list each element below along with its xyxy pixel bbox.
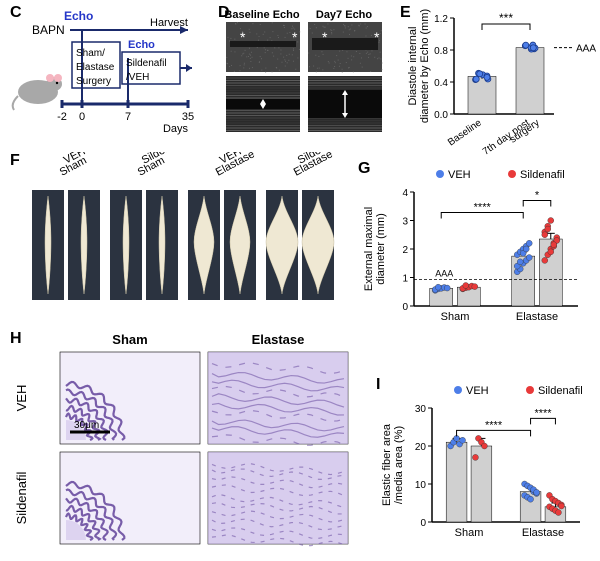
svg-text:****: **** bbox=[474, 202, 492, 214]
svg-text:Baseline Echo: Baseline Echo bbox=[224, 9, 299, 21]
panel-e-svg: 0.0 0.4 0.8 1.2 Diastole internaldiameter by… bbox=[400, 4, 596, 164]
svg-text:0.0: 0.0 bbox=[434, 110, 448, 121]
panel-g-label: G bbox=[358, 160, 370, 178]
svg-text:Elastase: Elastase bbox=[76, 62, 115, 73]
svg-text:Echo: Echo bbox=[128, 39, 155, 51]
svg-text:BAPN: BAPN bbox=[32, 23, 65, 37]
svg-text:VEH: VEH bbox=[448, 169, 471, 181]
svg-text:****: **** bbox=[534, 407, 552, 419]
svg-text:***: *** bbox=[499, 11, 513, 25]
panel-e-label: E bbox=[400, 4, 411, 22]
svg-text:Harvest: Harvest bbox=[150, 17, 188, 29]
panel-d: D Baseline EchoDay7 Echo**** bbox=[218, 4, 388, 144]
svg-text:/VEH: /VEH bbox=[126, 72, 149, 83]
svg-text:Elastase: Elastase bbox=[516, 311, 558, 323]
svg-text:30μm: 30μm bbox=[74, 420, 99, 431]
svg-text:Sham: Sham bbox=[455, 527, 484, 539]
svg-text:*: * bbox=[292, 29, 298, 45]
panel-c-svg: EchoBAPNHarvest-20735DaysSham/ElastaseSu… bbox=[10, 4, 200, 144]
svg-text:7: 7 bbox=[125, 111, 131, 123]
svg-text:Sildenafil: Sildenafil bbox=[14, 472, 29, 525]
svg-text:Surgery: Surgery bbox=[76, 76, 111, 87]
svg-text:0.8: 0.8 bbox=[434, 46, 448, 57]
svg-text:VEH: VEH bbox=[14, 385, 29, 412]
svg-text:10: 10 bbox=[415, 480, 427, 491]
svg-text:Days: Days bbox=[163, 123, 189, 135]
svg-text:20: 20 bbox=[415, 442, 427, 453]
panel-i-label: I bbox=[376, 376, 380, 394]
svg-text:0: 0 bbox=[79, 111, 85, 123]
panel-i: I 0 10 20 30 Elastic fiber area/media area (… bbox=[376, 376, 598, 556]
svg-text:30: 30 bbox=[415, 404, 427, 415]
svg-text:AAA: AAA bbox=[435, 268, 453, 278]
svg-text:AAA: AAA bbox=[576, 44, 596, 55]
svg-text:*: * bbox=[374, 29, 380, 45]
svg-text:Day7 Echo: Day7 Echo bbox=[316, 9, 373, 21]
svg-text:diameter (mm): diameter (mm) bbox=[375, 213, 387, 285]
panel-g: G 0 1 2 3 4 External maximaldiameter (mm) VEH S… bbox=[358, 160, 596, 340]
svg-text:-2: -2 bbox=[57, 111, 67, 123]
panel-i-svg: 0 10 20 30 Elastic fiber area/media area (%)… bbox=[376, 376, 598, 556]
panel-f-svg: ShamVEHShamSildenafilElastaseVEHElastase… bbox=[10, 152, 350, 312]
svg-text:Sham: Sham bbox=[112, 332, 147, 347]
svg-text:Sildenafil: Sildenafil bbox=[538, 385, 583, 397]
svg-text:Diastole internal: Diastole internal bbox=[407, 27, 419, 106]
svg-text:Sham: Sham bbox=[441, 311, 470, 323]
svg-text:*: * bbox=[535, 190, 540, 202]
svg-text:Elastase: Elastase bbox=[252, 332, 305, 347]
svg-text:1: 1 bbox=[402, 274, 408, 285]
svg-text:Sham/: Sham/ bbox=[76, 48, 105, 59]
svg-text:*: * bbox=[322, 29, 328, 45]
panel-d-svg: Baseline EchoDay7 Echo**** bbox=[218, 4, 388, 144]
panel-d-label: D bbox=[218, 4, 230, 22]
svg-text:0: 0 bbox=[420, 518, 426, 529]
panel-c: C EchoBAPNHarvest-20735DaysSham/Elastase… bbox=[10, 4, 200, 144]
svg-text:Elastic fiber area: Elastic fiber area bbox=[381, 423, 393, 506]
panel-h-label: H bbox=[10, 330, 22, 348]
svg-text:Elastase: Elastase bbox=[522, 527, 564, 539]
svg-text:35: 35 bbox=[182, 111, 194, 123]
svg-text:2: 2 bbox=[402, 245, 408, 256]
svg-text:0.4: 0.4 bbox=[434, 78, 448, 89]
panel-c-label: C bbox=[10, 4, 22, 22]
svg-text:VEH: VEH bbox=[466, 385, 489, 397]
panel-f-label: F bbox=[10, 152, 20, 170]
svg-text:1.2: 1.2 bbox=[434, 14, 448, 25]
svg-text:Sildenafil: Sildenafil bbox=[520, 169, 565, 181]
svg-text:Sildenafil: Sildenafil bbox=[126, 58, 167, 69]
svg-text:3: 3 bbox=[402, 217, 408, 228]
svg-text:Echo: Echo bbox=[64, 9, 93, 23]
svg-text:External maximal: External maximal bbox=[363, 207, 375, 291]
panel-h-svg: Sham Elastase VEH Sildenafil 30μm bbox=[10, 330, 350, 560]
panel-h: H Sham Elastase VEH Sildenafil 30μm bbox=[10, 330, 350, 560]
svg-text:4: 4 bbox=[402, 188, 408, 199]
panel-g-svg: 0 1 2 3 4 External maximaldiameter (mm) VEH Sil… bbox=[358, 160, 596, 340]
svg-text:Baseline: Baseline bbox=[446, 117, 484, 148]
svg-text:*: * bbox=[240, 29, 246, 45]
svg-text:****: **** bbox=[485, 419, 503, 431]
svg-text:/media area (%): /media area (%) bbox=[393, 426, 405, 504]
panel-e: E 0.0 0.4 0.8 1.2 Diastole internaldiameter … bbox=[400, 4, 596, 164]
panel-f: F ShamVEHShamSildenafilElastaseVEHElasta… bbox=[10, 152, 350, 312]
svg-text:0: 0 bbox=[402, 302, 408, 313]
svg-text:diameter by Echo (mm): diameter by Echo (mm) bbox=[419, 9, 431, 123]
